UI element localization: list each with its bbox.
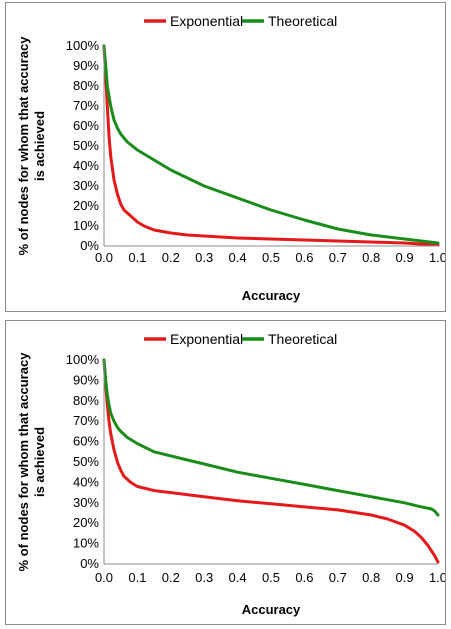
legend-label-theoretical: Theoretical: [268, 13, 337, 29]
legend: Exponential Theoretical: [144, 13, 337, 29]
y-tick-label: 100%: [66, 352, 100, 367]
x-tick-label: 0.0: [95, 250, 113, 265]
chart-panel-top: Exponential Theoretical 0% 10% 20% 30% 40% 50% 6…: [5, 2, 446, 312]
y-tick-label: 10%: [73, 218, 99, 233]
series-line-theoretical: [102, 44, 440, 245]
x-tick-label: 0.9: [396, 570, 414, 585]
legend-label-exponential: Exponential: [170, 13, 243, 29]
y-tick-label: 30%: [73, 178, 99, 193]
x-axis-ticks: 0.0 0.1 0.2 0.3 0.4 0.5 0.6 0.7 0.8 0.9 1.0: [95, 570, 445, 585]
y-tick-label: 90%: [73, 58, 99, 73]
y-tick-label: 20%: [73, 515, 99, 530]
y-tick-label: 50%: [73, 138, 99, 153]
x-tick-label: 0.4: [229, 250, 247, 265]
series-line-theoretical: [102, 358, 440, 517]
x-tick-label: 0.0: [95, 570, 113, 585]
x-tick-label: 0.1: [128, 570, 146, 585]
y-axis-title: % of nodes for whom that accuracyis achi…: [16, 36, 47, 256]
x-tick-label: 0.9: [396, 250, 414, 265]
legend-label-theoretical: Theoretical: [268, 331, 337, 347]
y-tick-label: 70%: [73, 98, 99, 113]
x-tick-label: 0.4: [229, 570, 247, 585]
x-tick-label: 0.8: [362, 250, 380, 265]
y-tick-label: 50%: [73, 454, 99, 469]
x-tick-label: 0.2: [162, 570, 180, 585]
chart-panel-bottom: Exponential Theoretical 0% 10% 20% 30% 40% 50% 6…: [5, 320, 446, 625]
y-tick-label: 60%: [73, 434, 99, 449]
y-axis-ticks: 0% 10% 20% 30% 40% 50% 60% 70% 80% 90% 100%: [66, 352, 100, 571]
x-tick-label: 0.7: [329, 250, 347, 265]
x-tick-label: 0.3: [195, 250, 213, 265]
x-axis-title: Accuracy: [242, 288, 301, 303]
y-tick-label: 30%: [73, 495, 99, 510]
y-axis-title: % of nodes for whom that accuracyis achi…: [16, 352, 47, 572]
line-chart-top: Exponential Theoretical 0% 10% 20% 30% 40% 50% 6…: [16, 13, 445, 303]
y-tick-label: 60%: [73, 118, 99, 133]
y-tick-label: 40%: [73, 158, 99, 173]
x-tick-label: 0.5: [262, 250, 280, 265]
x-axis-title: Accuracy: [242, 602, 301, 617]
x-tick-label: 0.6: [295, 570, 313, 585]
line-chart-bottom: Exponential Theoretical 0% 10% 20% 30% 40% 50% 6…: [16, 331, 445, 617]
x-tick-label: 1.0: [429, 570, 445, 585]
series-line-exponential: [102, 358, 440, 564]
y-tick-label: 0%: [80, 556, 99, 571]
y-tick-label: 20%: [73, 198, 99, 213]
x-tick-label: 0.6: [295, 250, 313, 265]
y-tick-label: 80%: [73, 78, 99, 93]
y-tick-label: 10%: [73, 536, 99, 551]
x-tick-label: 0.2: [162, 250, 180, 265]
x-tick-label: 0.1: [128, 250, 146, 265]
x-tick-label: 0.3: [195, 570, 213, 585]
x-tick-label: 1.0: [429, 250, 445, 265]
x-axis-ticks: 0.0 0.1 0.2 0.3 0.4 0.5 0.6 0.7 0.8 0.9 1.0: [95, 250, 445, 265]
x-tick-label: 0.8: [362, 570, 380, 585]
x-tick-label: 0.7: [329, 570, 347, 585]
x-tick-label: 0.5: [262, 570, 280, 585]
series-line-exponential: [102, 44, 440, 247]
y-tick-label: 100%: [66, 38, 100, 53]
legend: Exponential Theoretical: [144, 331, 337, 347]
y-tick-label: 80%: [73, 393, 99, 408]
y-tick-label: 0%: [80, 238, 99, 253]
y-tick-label: 90%: [73, 372, 99, 387]
y-tick-label: 40%: [73, 474, 99, 489]
y-axis-ticks: 0% 10% 20% 30% 40% 50% 60% 70% 80% 90% 100%: [66, 38, 100, 253]
y-tick-label: 70%: [73, 413, 99, 428]
legend-label-exponential: Exponential: [170, 331, 243, 347]
